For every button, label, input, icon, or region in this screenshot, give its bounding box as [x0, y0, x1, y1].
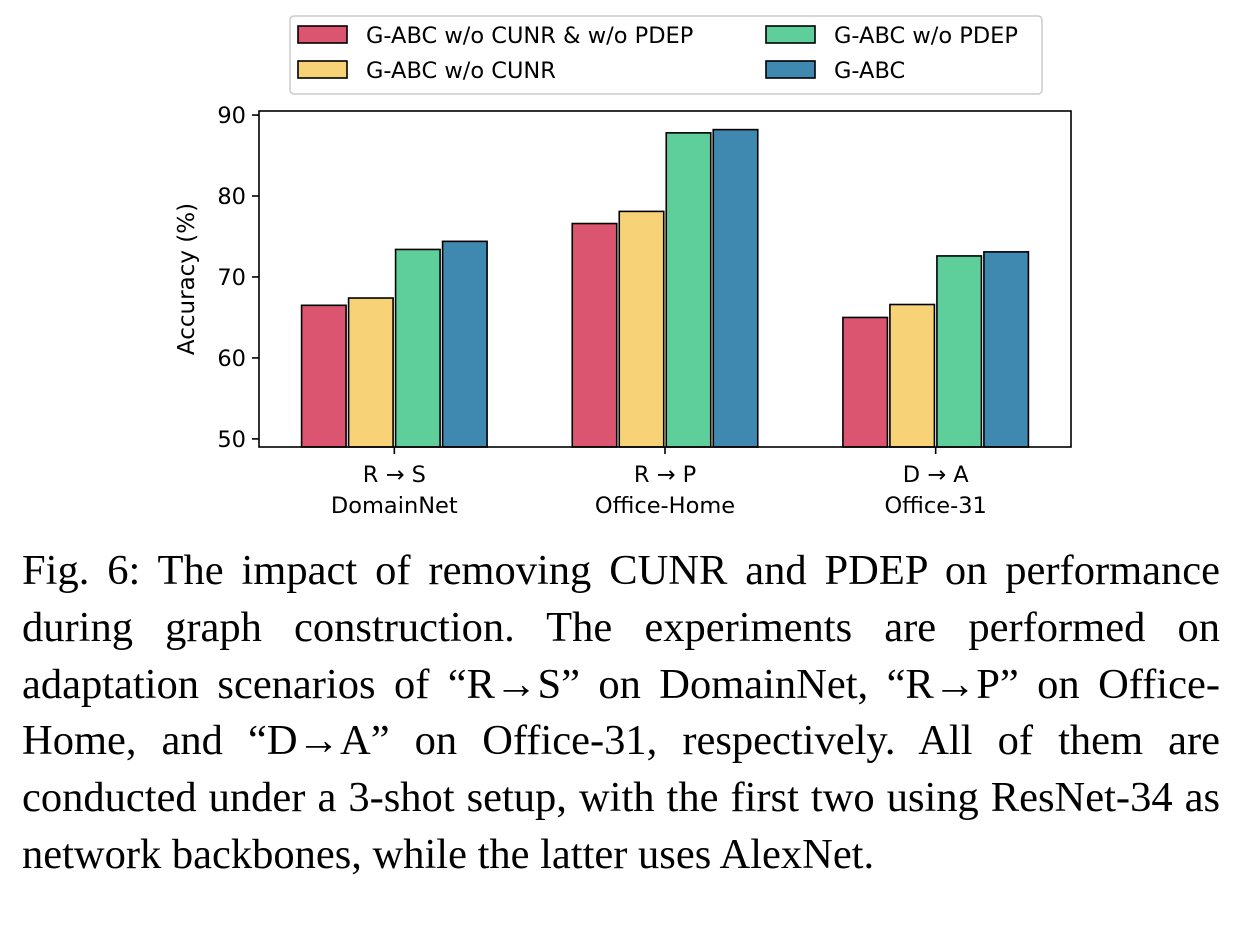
bar-4-2 [712, 128, 759, 448]
bar-4-1 [441, 240, 488, 448]
figure-caption: Fig. 6: The impact of removing CUNR and … [22, 547, 1220, 878]
legend: G-ABC w/o CUNR & w/o PDEP G-ABC w/o CUNR G… [289, 15, 1043, 95]
bar-1-3 [842, 316, 889, 448]
y-tick-label: 80 [217, 184, 246, 210]
x-tick-label-dataset: Office-31 [884, 493, 986, 519]
bar-1-1 [300, 304, 347, 448]
y-tick-label: 70 [217, 265, 246, 291]
x-tick-label-scenario: R → S [363, 462, 426, 488]
bar-3-2 [665, 132, 712, 448]
legend-label-4: G-ABC [834, 58, 905, 84]
x-tick-label-scenario: D → A [903, 462, 969, 488]
y-axis-ticks: 50 60 70 80 90 [217, 103, 259, 453]
bar-2-2 [618, 210, 665, 448]
legend-frame [289, 15, 1043, 95]
y-tick-label: 60 [217, 346, 246, 372]
legend-swatch-1 [297, 25, 348, 44]
bar-4-3 [983, 251, 1030, 448]
legend-label-2: G-ABC w/o CUNR [366, 58, 556, 84]
bars [300, 128, 1030, 448]
legend-label-1: G-ABC w/o CUNR & w/o PDEP [366, 23, 693, 49]
bar-2-3 [889, 303, 936, 448]
bar-1-2 [571, 222, 618, 448]
bar-3-3 [936, 255, 983, 448]
y-tick-label: 90 [217, 103, 246, 129]
bar-3-1 [394, 248, 441, 448]
y-axis-label: Accuracy (%) [174, 203, 200, 355]
x-axis-ticks: R → S DomainNet R → P Office-Home D → A Offic… [331, 447, 987, 519]
legend-swatch-2 [297, 60, 348, 79]
legend-swatch-3 [765, 25, 816, 44]
x-tick-label-dataset: Office-Home [595, 493, 735, 519]
x-tick-label-scenario: R → P [634, 462, 696, 488]
y-tick-label: 50 [217, 427, 246, 453]
bar-2-1 [347, 297, 394, 448]
bar-chart: G-ABC w/o CUNR & w/o PDEP G-ABC w/o CUNR G… [174, 15, 1072, 519]
x-tick-label-dataset: DomainNet [331, 493, 458, 519]
legend-swatch-4 [765, 60, 816, 79]
legend-label-3: G-ABC w/o PDEP [834, 23, 1018, 49]
